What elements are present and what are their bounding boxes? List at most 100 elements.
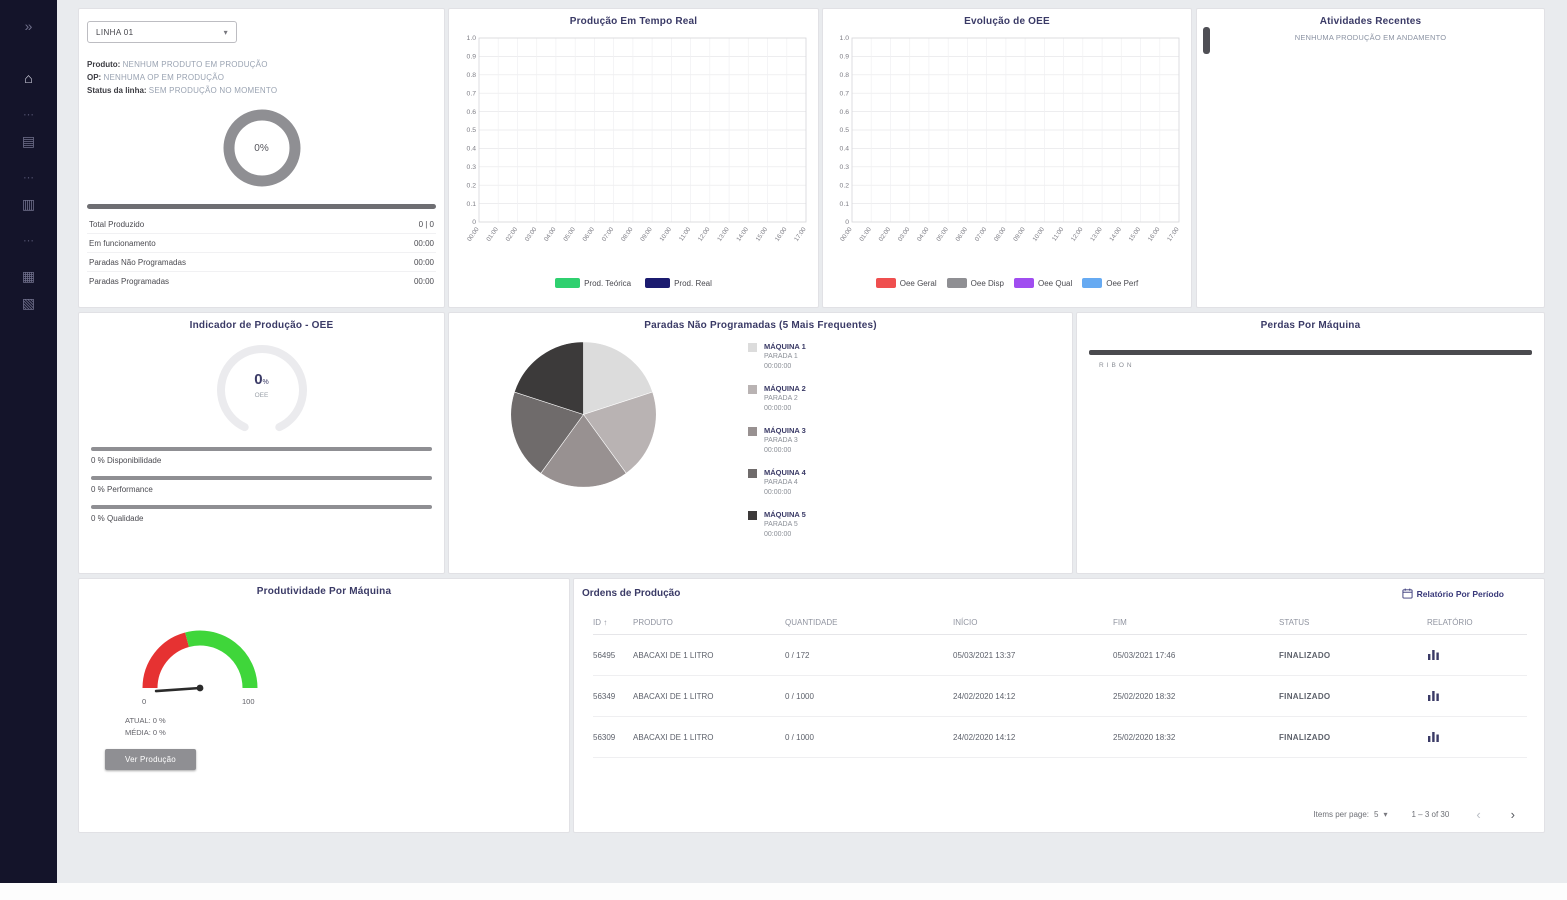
relatorios-icon[interactable]: ▥ (21, 195, 36, 212)
oee-sublabel: OEE (254, 392, 269, 399)
svg-text:17:00: 17:00 (1166, 226, 1181, 243)
items-per-page-select[interactable]: Items per page: 5 ▾ (1313, 810, 1387, 819)
next-page-icon[interactable]: › (1510, 807, 1515, 822)
svg-text:17:00: 17:00 (793, 226, 808, 243)
card-title: Perdas Por Máquina (1260, 320, 1361, 331)
orders-table: ID ↑ PRODUTO QUANTIDADE INÍCIO FIM STATU… (593, 611, 1527, 758)
stat-value: 00:00 (413, 238, 434, 248)
svg-text:0.1: 0.1 (840, 201, 850, 208)
home-icon[interactable]: ⌂ (24, 70, 33, 86)
oee-value: 0 (254, 371, 263, 388)
oee-gauge-center: 0% OEE (202, 336, 322, 436)
producao-icon[interactable]: ▤ (21, 132, 36, 149)
oee-perf-swatch (1082, 278, 1103, 288)
metric-label: Qualidade (107, 514, 144, 523)
legend-item: Oee Geral (875, 278, 937, 288)
col-id[interactable]: ID ↑ (593, 611, 633, 635)
report-chart-icon[interactable] (1427, 648, 1440, 663)
produto-value: NENHUM PRODUTO EM PRODUÇÃO (122, 60, 268, 69)
col-fim: FIM (1113, 611, 1279, 635)
svg-text:100: 100 (242, 697, 255, 706)
cell-inicio: 24/02/2020 14:12 (953, 675, 1113, 717)
relatorio-periodo-link[interactable]: Relatório Por Período (1402, 588, 1504, 599)
svg-text:03:00: 03:00 (523, 226, 538, 243)
legend-label: Prod. Teórica (584, 278, 632, 288)
legend-item: Oee Disp (946, 278, 1004, 288)
svg-text:01:00: 01:00 (858, 226, 873, 243)
duration-label: 00:00:00 (764, 489, 792, 496)
svg-text:10:00: 10:00 (1031, 226, 1046, 243)
divider-dots-icon: ⋯ (23, 171, 34, 184)
metric-label: Performance (107, 485, 153, 494)
svg-text:0.5: 0.5 (466, 127, 476, 134)
producao-tempo-real-card: Produção Em Tempo Real 0 0.1 0.2 0.3 0.4 0.5 0… (448, 8, 819, 308)
legend-item: Prod. Real (645, 278, 712, 288)
parada-label: PARADA 3 (764, 437, 798, 444)
ordens-producao-card: Ordens de Produção Relatório Por Período… (573, 578, 1545, 833)
menu-expand-icon[interactable]: » (24, 18, 33, 34)
svg-text:0.4: 0.4 (466, 146, 476, 153)
legend-label: Oee Disp (970, 278, 1004, 288)
svg-text:05:00: 05:00 (935, 226, 950, 243)
machine-label: MÁQUINA 3 (764, 426, 806, 435)
card-title: Produção Em Tempo Real (569, 16, 698, 27)
previous-page-icon[interactable]: ‹ (1476, 807, 1481, 822)
svg-text:0.7: 0.7 (840, 90, 850, 97)
svg-text:0.6: 0.6 (840, 109, 850, 116)
pie-legend-item: MÁQUINA 5 PARADA 5 00:00:00 (748, 510, 806, 540)
cell-inicio: 05/03/2021 13:37 (953, 634, 1113, 676)
svg-text:1.0: 1.0 (466, 35, 476, 42)
paradas-content: MÁQUINA 1 PARADA 1 00:00:00 MÁQUINA 2 PA… (449, 334, 1072, 540)
report-chart-icon[interactable] (1427, 689, 1440, 704)
divider-dots-icon: ⋯ (23, 108, 34, 121)
svg-text:15:00: 15:00 (754, 226, 769, 243)
svg-text:06:00: 06:00 (581, 226, 596, 243)
svg-text:1.0: 1.0 (840, 35, 850, 42)
sort-asc-icon[interactable]: ↑ (603, 618, 608, 627)
pie-legend-item: MÁQUINA 4 PARADA 4 00:00:00 (748, 468, 806, 498)
machine-label: MÁQUINA 2 (764, 384, 806, 393)
svg-text:02:00: 02:00 (878, 226, 893, 243)
pie-legend-item: MÁQUINA 1 PARADA 1 00:00:00 (748, 342, 806, 372)
svg-text:08:00: 08:00 (993, 226, 1008, 243)
legend-label: Oee Qual (1038, 278, 1073, 288)
evolucao-oee-chart: 0 0.1 0.2 0.3 0.4 0.5 0.6 0.7 0.8 0.9 1.0 00:00 01:0… (839, 35, 1181, 243)
svg-text:09:00: 09:00 (1012, 226, 1027, 243)
perdas-machine-label: RIBON (1099, 362, 1135, 369)
metric-value: 0 % (91, 485, 105, 494)
legend-item: Oee Qual (1014, 278, 1072, 288)
op-value: NENHUMA OP EM PRODUÇÃO (103, 73, 225, 82)
ver-producao-button[interactable]: Ver Produção (105, 749, 196, 770)
slice-swatch (748, 427, 757, 436)
report-chart-icon[interactable] (1427, 730, 1440, 745)
media-value: MÉDIA: 0 % (125, 728, 166, 737)
svg-text:04:00: 04:00 (542, 226, 557, 243)
stat-label: Total Produzido (89, 219, 145, 229)
op-label: OP: (87, 73, 102, 82)
svg-text:16:00: 16:00 (1147, 226, 1162, 243)
scrollbar-thumb[interactable] (1203, 27, 1210, 54)
duration-label: 00:00:00 (764, 531, 792, 538)
svg-text:06:00: 06:00 (954, 226, 969, 243)
chart-legend: Prod. Teórica Prod. Real (449, 278, 818, 288)
svg-text:02:00: 02:00 (504, 226, 519, 243)
chart-legend: Oee Geral Oee Disp Oee Qual Oee Perf (823, 278, 1191, 288)
card-title: Paradas Não Programadas (5 Mais Frequent… (644, 320, 877, 331)
paradas-pie-chart (510, 341, 657, 488)
svg-text:0.7: 0.7 (466, 90, 476, 97)
table-row: 56495 ABACAXI DE 1 LITRO 0 / 172 05/03/2… (593, 634, 1527, 676)
svg-text:08:00: 08:00 (619, 226, 634, 243)
metric-disponibilidade: 0 % Disponibilidade (91, 447, 432, 465)
producao-tempo-real-chart: 0 0.1 0.2 0.3 0.4 0.5 0.6 0.7 0.8 0.9 1.0 00:00 01:0… (466, 35, 808, 243)
line-select[interactable]: LINHA 01 ▾ (87, 21, 237, 43)
svg-text:0: 0 (845, 219, 849, 226)
status-linha-value: SEM PRODUÇÃO NO MOMENTO (148, 86, 278, 95)
cadastros-icon[interactable]: ▧ (21, 294, 36, 311)
svg-text:07:00: 07:00 (600, 226, 615, 243)
stat-value: 00:00 (413, 257, 434, 267)
legend-item: Prod. Teórica (555, 278, 631, 288)
maquinas-icon[interactable]: ▦ (21, 267, 36, 284)
legend-item: Oee Perf (1082, 278, 1138, 288)
chevron-down-icon: ▾ (1383, 810, 1388, 819)
